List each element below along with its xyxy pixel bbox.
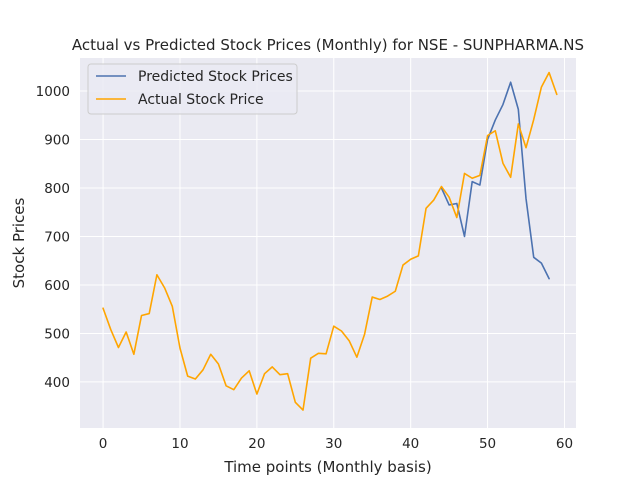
y-tick-label: 900: [44, 132, 70, 148]
x-axis-ticks: 0 10 20 30 40 50 60: [99, 436, 573, 452]
series-line-predicted: [440, 81, 550, 280]
chart-title: Actual vs Predicted Stock Prices (Monthl…: [72, 36, 584, 54]
legend-label-actual: Actual Stock Price: [138, 92, 264, 108]
y-tick-label: 700: [44, 229, 70, 245]
y-tick-label: 800: [44, 181, 70, 197]
x-tick-label: 10: [171, 436, 188, 452]
plot-area: [80, 58, 576, 428]
legend-label-predicted: Predicted Stock Prices: [138, 69, 293, 85]
y-tick-label: 500: [44, 326, 70, 342]
x-tick-label: 60: [556, 436, 573, 452]
x-tick-label: 20: [248, 436, 265, 452]
x-tick-label: 30: [325, 436, 342, 452]
x-tick-label: 40: [402, 436, 419, 452]
gridlines: [80, 58, 576, 428]
y-tick-label: 600: [44, 278, 70, 294]
series-line-actual: [102, 71, 558, 411]
y-tick-label: 1000: [36, 84, 70, 100]
y-axis-label: Stock Prices: [10, 197, 28, 288]
y-tick-label: 400: [44, 375, 70, 391]
legend: Predicted Stock Prices Actual Stock Pric…: [87, 63, 298, 115]
legend-box: [87, 63, 298, 115]
y-axis-ticks: 400 500 600 700 800 900 1000: [36, 84, 70, 391]
x-tick-label: 0: [99, 436, 108, 452]
x-axis-label: Time points (Monthly basis): [223, 458, 431, 476]
series-lines: [102, 71, 558, 411]
x-tick-label: 50: [479, 436, 496, 452]
